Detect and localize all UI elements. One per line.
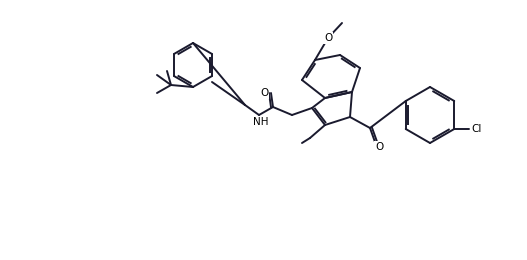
Text: O: O: [260, 88, 268, 98]
Text: O: O: [375, 142, 383, 152]
Text: O: O: [324, 33, 332, 43]
Text: Cl: Cl: [471, 124, 482, 134]
Text: NH: NH: [253, 117, 269, 127]
